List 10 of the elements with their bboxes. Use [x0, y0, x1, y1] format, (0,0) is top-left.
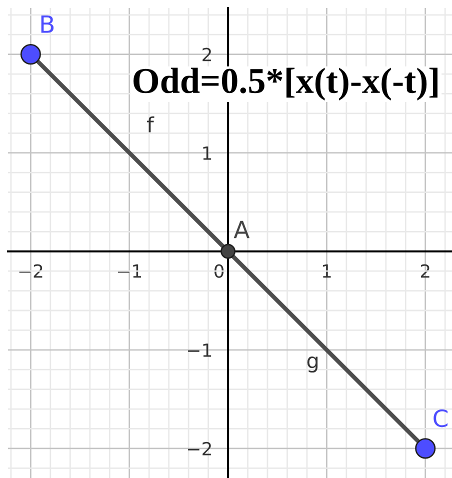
- y-tick-label: −2: [188, 442, 211, 456]
- annotation: C: [434, 409, 448, 428]
- series-label: g: [307, 356, 318, 372]
- series-label: f: [147, 116, 154, 132]
- y-tick-label: 1: [203, 146, 212, 160]
- y-tick-label: −1: [188, 344, 212, 357]
- y-tick-label: 2: [202, 48, 211, 62]
- text: Odd=0.5*[x(t)-x(-t)]: [134, 68, 438, 101]
- annotation: A: [234, 220, 250, 238]
- annotation: B: [41, 16, 54, 33]
